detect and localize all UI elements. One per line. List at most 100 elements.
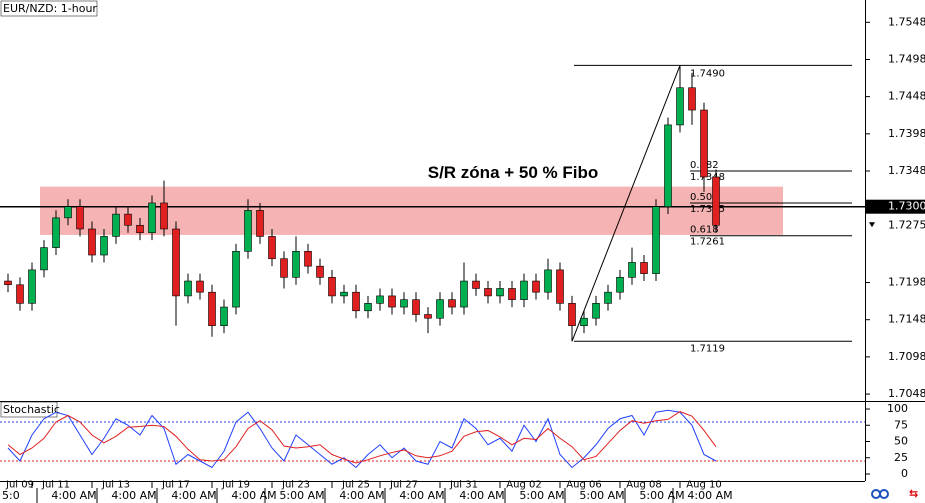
price-marker-label: 1.7300: [888, 200, 925, 213]
candle-body: [364, 303, 372, 312]
y-tick-label: 1.7548: [888, 15, 925, 28]
stoch-title: Stochastic: [3, 403, 60, 416]
title-box: [0, 0, 98, 17]
candle-body: [688, 87, 696, 111]
candle-body: [256, 210, 264, 237]
stoch-tick-label: 100: [887, 402, 908, 415]
candle-body: [580, 317, 588, 326]
close-icon[interactable]: ⇆: [909, 487, 918, 500]
chart-title: EUR/NZD: 1-hour: [3, 2, 97, 15]
y-tick-label: 1.7148: [888, 313, 925, 326]
y-tick-label: 1.7348: [888, 164, 925, 177]
x-date-label: Jul 09: [5, 479, 34, 490]
x-date-label: Jul 19: [221, 479, 250, 490]
zone-label: S/R zóna + 50 % Fibo: [428, 163, 599, 182]
stoch-line: [7, 411, 717, 464]
candle-body: [712, 176, 720, 226]
candle-body: [268, 236, 276, 260]
candle-body: [400, 299, 408, 308]
candle-body: [388, 295, 396, 308]
candle-body: [352, 291, 360, 312]
candle-body: [496, 288, 504, 297]
candle-body: [616, 277, 624, 293]
trend-line: [571, 65, 681, 342]
x-date-label: Jul 25: [341, 479, 370, 490]
candle-body: [64, 206, 72, 219]
candle-body: [100, 236, 108, 256]
y-tick-label: 1.7098: [888, 350, 925, 363]
fib-price: 1.7119: [690, 343, 725, 354]
y-tick-label: 1.7048: [888, 387, 925, 400]
candle-body: [124, 213, 132, 226]
x-time-label: 4:00 AM: [339, 489, 384, 502]
candle-body: [424, 314, 432, 319]
x-time-label: 4:00 AM: [399, 489, 444, 502]
x-time-label: 4:00 AM: [687, 489, 732, 502]
toolbar-icons[interactable]: ⇆: [871, 487, 918, 500]
candle-body: [436, 299, 444, 319]
candle-body: [472, 280, 480, 289]
candle-body: [664, 124, 672, 207]
y-tick-label: 1.7448: [888, 90, 925, 103]
y-tick-label: 1.7398: [888, 127, 925, 140]
fib-ratio: 0.500: [690, 192, 719, 203]
x-time-label: 5:00 AM: [519, 489, 564, 502]
x-date-label: Jul 11: [41, 479, 70, 490]
candle-body: [316, 265, 324, 278]
candle-body: [76, 206, 84, 230]
candle-body: [52, 217, 60, 248]
candle-body: [592, 303, 600, 319]
candle-body: [604, 291, 612, 304]
candle-body: [244, 210, 252, 252]
price-marker-arrow: [869, 222, 875, 228]
stoch-tick-label: 75: [894, 418, 908, 431]
x-date-label: Jul 13: [101, 479, 130, 490]
candle-body: [196, 280, 204, 293]
fib-price: 1.7261: [690, 237, 725, 248]
x-date-label: Aug 02: [506, 479, 541, 490]
x-time-label: 5:00 AM: [279, 489, 324, 502]
candle-body: [376, 295, 384, 304]
candle-body: [556, 269, 564, 304]
candle-body: [208, 291, 216, 326]
x-date-label: Jul 17: [161, 479, 190, 490]
candle-body: [340, 291, 348, 297]
x-time-label: 4:00 AM: [231, 489, 276, 502]
candle-body: [40, 247, 48, 271]
candle-body: [544, 269, 552, 293]
candle-body: [628, 262, 636, 278]
link-icon[interactable]: [879, 489, 889, 499]
fib-price: 1.7348: [690, 172, 725, 183]
candle-body: [640, 262, 648, 274]
candle-body: [112, 213, 120, 237]
price-marker: [866, 218, 925, 233]
fib-price: 1.7305: [690, 204, 725, 215]
x-time-label: 4:00 AM: [111, 489, 156, 502]
candle-body: [328, 277, 336, 297]
x-date-label: Jul 27: [389, 479, 418, 490]
stoch-title-box: [0, 401, 58, 418]
candle-body: [16, 284, 24, 304]
stoch-tick-label: 0: [901, 467, 908, 480]
candle-body: [220, 306, 228, 326]
candle-body: [28, 269, 36, 304]
x-date-label: Aug 06: [566, 479, 601, 490]
candle-body: [184, 280, 192, 297]
candle-body: [520, 280, 528, 300]
fib-ratio: 0.618: [690, 225, 719, 236]
x-time-label: 4:00 AM: [51, 489, 96, 502]
candle-body: [412, 299, 420, 315]
candle-body: [232, 251, 240, 308]
price-marker-label: 1.7275: [888, 218, 925, 231]
x-time-label: 5:00 AM: [639, 489, 684, 502]
candle-body: [484, 288, 492, 297]
x-time-label: 4:00 AM: [171, 489, 216, 502]
x-time-label: 4:00 AM: [459, 489, 504, 502]
x-date-label: Jul 23: [281, 479, 310, 490]
y-tick-label: 1.7198: [888, 276, 925, 289]
x-time-label: 5:0: [2, 489, 20, 502]
x-date-label: Aug 10: [686, 479, 721, 490]
y-tick-label: 1.7498: [888, 52, 925, 65]
candle-body: [88, 228, 96, 256]
